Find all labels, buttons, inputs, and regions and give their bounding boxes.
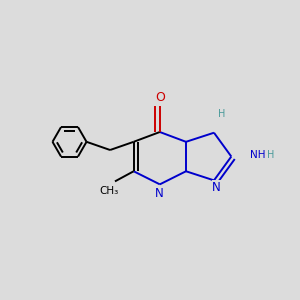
Text: N: N	[212, 181, 221, 194]
Text: NH₂: NH₂	[250, 150, 270, 160]
Text: CH₃: CH₃	[99, 186, 119, 196]
Text: H: H	[267, 150, 274, 160]
Text: O: O	[155, 91, 165, 104]
Text: N: N	[154, 187, 163, 200]
Text: H: H	[218, 110, 226, 119]
